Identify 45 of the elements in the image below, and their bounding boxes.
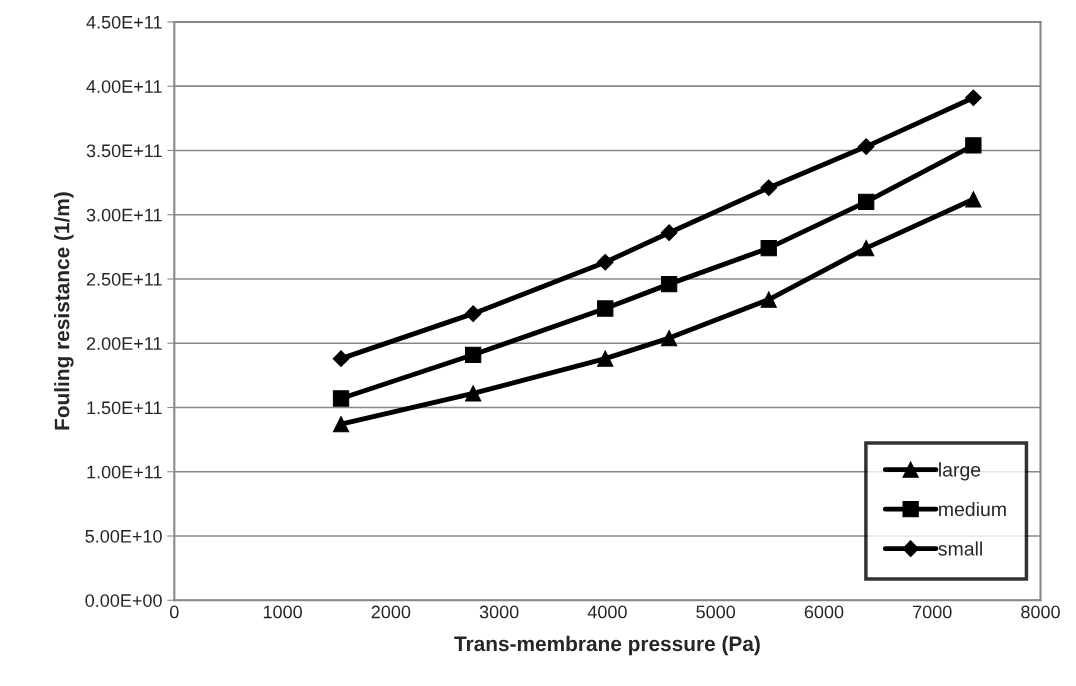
point [332, 390, 350, 407]
legend-label: medium [939, 501, 1006, 517]
y-tick-label: 2.50E+11 [86, 272, 162, 286]
point [964, 89, 982, 107]
x-tick-label: 7000 [913, 605, 952, 619]
point [464, 385, 482, 402]
point [597, 300, 614, 317]
x-tick-label: 0 [170, 605, 179, 619]
y-tick-label: 5.00E+10 [85, 529, 162, 543]
point [596, 253, 614, 271]
legend-label: small [938, 541, 982, 556]
x-tick-label: 5000 [696, 605, 736, 619]
point [858, 239, 875, 257]
y-tick-label: 3.00E+11 [86, 208, 162, 222]
point [660, 329, 678, 347]
point [858, 193, 875, 211]
point [660, 224, 678, 242]
y-tick-label: 0.00E+00 [85, 594, 162, 607]
y-tick-label: 1.50E+11 [87, 401, 162, 415]
point [464, 346, 482, 363]
x-tick-label: 4000 [587, 605, 627, 619]
point [464, 305, 482, 323]
x-tick-label: 8000 [1021, 605, 1060, 619]
x-axis-title: Trans-membrane pressure (Pa) [454, 635, 760, 656]
y-tick-label: 4.50E+11 [86, 15, 162, 29]
x-tick-label: 3000 [479, 605, 519, 619]
point [857, 138, 875, 155]
point [760, 239, 777, 257]
legend-label: large [939, 462, 981, 481]
point [760, 179, 778, 197]
point [965, 191, 982, 208]
y-tick-label: 4.00E+11 [86, 80, 162, 93]
x-tick-label: 1000 [263, 605, 302, 619]
point [332, 350, 350, 368]
x-tick-label: 2000 [371, 605, 411, 619]
point [597, 350, 614, 367]
x-tick-label: 6000 [804, 605, 844, 619]
y-tick-label: 1.00E+11 [87, 465, 162, 479]
y-axis-title: Fouling resistance (1/m) [54, 192, 74, 430]
y-tick-label: 3.50E+11 [86, 144, 162, 158]
point [332, 416, 350, 433]
point [760, 291, 777, 308]
point [660, 275, 678, 293]
point [965, 137, 982, 154]
y-tick-label: 2.00E+11 [86, 337, 162, 350]
